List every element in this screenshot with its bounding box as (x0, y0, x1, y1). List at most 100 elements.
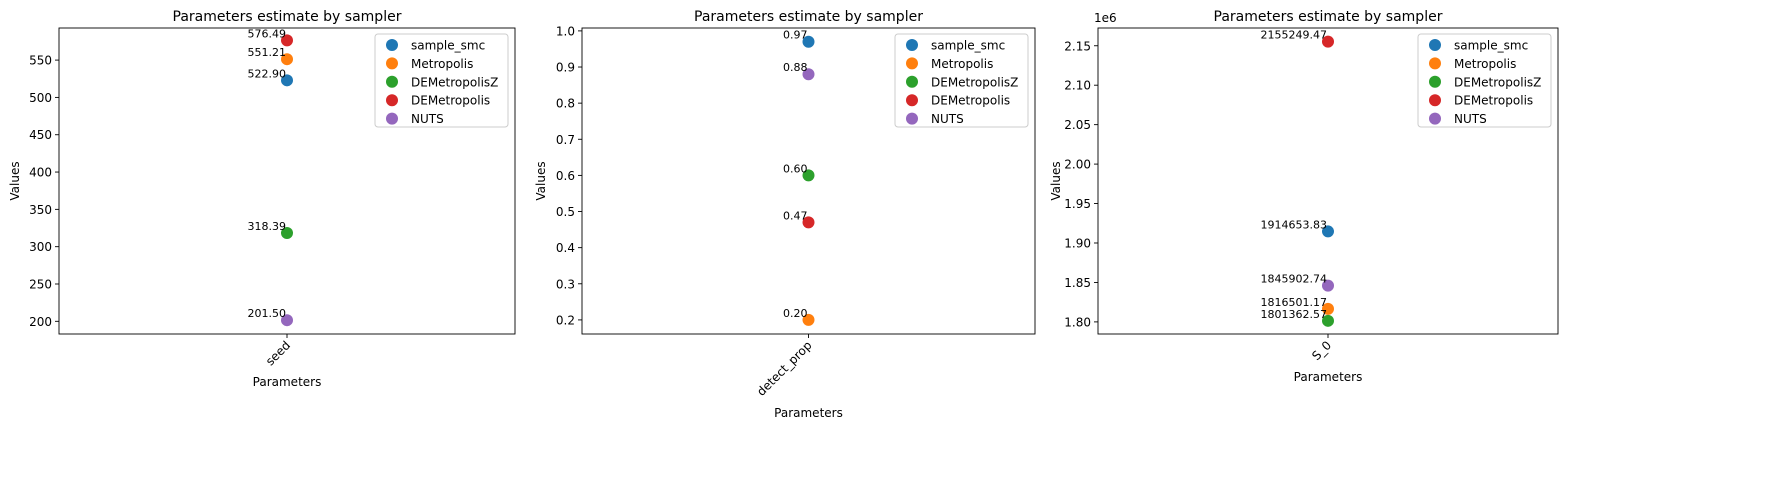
y-tick-label: 200 (29, 315, 52, 329)
legend-marker (906, 75, 918, 88)
y-tick-label: 550 (29, 54, 52, 68)
legend-label: DEMetropolis (411, 94, 490, 108)
data-point-sample_smc (802, 35, 815, 48)
data-label: 1914653.83 (1261, 218, 1327, 231)
data-label: 0.88 (783, 61, 808, 74)
data-label: 551.21 (248, 46, 287, 59)
data-point-demetropolis (281, 34, 293, 47)
data-point-demetropolis (1322, 35, 1334, 48)
legend-marker (1429, 112, 1441, 125)
data-label: 1801362.57 (1261, 308, 1327, 321)
y-tick-label: 2.05 (1064, 118, 1091, 132)
data-point-nuts (802, 68, 815, 81)
chart-title: Parameters estimate by sampler (1214, 9, 1443, 25)
data-label: 1845902.74 (1261, 273, 1327, 286)
data-point-demetropolis (802, 216, 815, 229)
legend: sample_smc Metropolis DEMetropolisZ DEMetro… (1417, 33, 1552, 128)
legend-marker (386, 75, 398, 88)
data-label: 2155249.47 (1261, 29, 1327, 42)
legend-marker (386, 39, 398, 51)
x-tick-label: seed (263, 338, 293, 368)
data-point-metropolis (281, 53, 293, 66)
y-tick-label: 0.8 (556, 97, 575, 111)
data-label: 576.49 (248, 27, 287, 40)
y-tick-label: 350 (29, 203, 52, 217)
legend-marker (1429, 75, 1441, 88)
data-label: 522.90 (248, 67, 287, 80)
legend-marker (1429, 94, 1441, 107)
legend-marker (906, 57, 918, 70)
data-label: 0.47 (783, 209, 808, 222)
legend-label: Metropolis (1454, 57, 1516, 71)
chart-panel-2: Parameters estimate by sampler 0.2 0.3 0.4 0… (534, 9, 1036, 420)
chart-panel-1: Parameters estimate by sampler 200 250 300 3… (8, 9, 516, 389)
legend-marker (386, 94, 398, 107)
data-point-metropolis (802, 313, 815, 326)
y-tick-label: 0.4 (556, 241, 575, 255)
legend-marker (1429, 39, 1441, 51)
legend: sample_smc Metropolis DEMetropolisZ DEMetro… (374, 33, 509, 128)
y-tick-label: 1.90 (1064, 236, 1091, 250)
legend-marker (906, 94, 918, 107)
y-offset-text: 1e6 (1094, 11, 1117, 25)
legend-label: NUTS (931, 112, 964, 126)
y-tick-label: 2.15 (1064, 39, 1091, 53)
legend-label: DEMetropolisZ (1454, 75, 1541, 89)
y-tick-label: 1.85 (1064, 276, 1091, 290)
data-point-sample_smc (1322, 225, 1334, 238)
x-axis-label: Parameters (1294, 370, 1363, 384)
data-point-demetropolisz (1322, 314, 1334, 327)
legend-marker (906, 39, 918, 51)
x-tick-label: S_0 (1309, 338, 1334, 363)
legend-label: DEMetropolis (931, 94, 1010, 108)
y-tick-label: 0.5 (556, 205, 575, 219)
y-tick-label: 250 (29, 277, 52, 291)
legend-label: sample_smc (931, 39, 1005, 53)
legend-label: NUTS (411, 112, 444, 126)
data-label: 1816501.17 (1261, 296, 1327, 309)
y-axis-label: Values (1049, 161, 1063, 200)
data-label: 318.39 (248, 220, 287, 233)
data-point-demetropolisz (802, 169, 815, 182)
x-axis-label: Parameters (253, 375, 322, 389)
legend-label: sample_smc (411, 39, 485, 53)
y-tick-label: 300 (29, 240, 52, 254)
data-point-sample_smc (281, 74, 293, 87)
chart-panel-3: Parameters estimate by sampler 1.80 1.85 1.… (1049, 9, 1559, 384)
y-tick-label: 2.10 (1064, 79, 1091, 93)
data-point-demetropolisz (281, 226, 293, 239)
y-tick-label: 1.0 (556, 24, 575, 38)
data-point-nuts (281, 314, 293, 327)
data-label: 0.97 (783, 29, 808, 42)
legend-label: sample_smc (1454, 39, 1528, 53)
y-tick-label: 500 (29, 91, 52, 105)
data-point-nuts (1322, 279, 1334, 292)
data-point-metropolis (1322, 302, 1334, 315)
x-tick-label: detect_prop (754, 338, 815, 399)
legend-label: NUTS (1454, 112, 1487, 126)
y-tick-label: 450 (29, 128, 52, 142)
data-label: 201.50 (248, 307, 287, 320)
data-label: 0.60 (783, 162, 808, 175)
legend-marker (386, 57, 398, 70)
legend-label: Metropolis (411, 57, 473, 71)
y-axis-label: Values (8, 161, 22, 200)
y-tick-label: 2.00 (1064, 158, 1091, 172)
chart-title: Parameters estimate by sampler (694, 9, 923, 25)
y-tick-label: 0.3 (556, 277, 575, 291)
legend-label: DEMetropolisZ (411, 75, 498, 89)
x-axis-label: Parameters (774, 406, 843, 420)
y-tick-label: 0.9 (556, 61, 575, 75)
legend-marker (386, 112, 398, 125)
legend-label: DEMetropolis (1454, 94, 1533, 108)
y-axis-label: Values (534, 161, 548, 200)
legend-box (894, 33, 1029, 128)
y-tick-label: 1.80 (1064, 315, 1091, 329)
legend: sample_smc Metropolis DEMetropolisZ DEMetro… (894, 33, 1029, 128)
legend-label: DEMetropolisZ (931, 75, 1018, 89)
y-tick-label: 0.2 (556, 313, 575, 327)
legend-marker (906, 112, 918, 125)
legend-label: Metropolis (931, 57, 993, 71)
legend-box (374, 33, 509, 128)
